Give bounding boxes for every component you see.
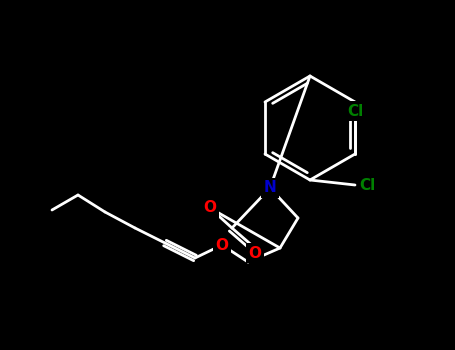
Text: O: O (216, 238, 228, 252)
Text: O: O (248, 245, 262, 260)
Text: Cl: Cl (347, 104, 363, 119)
Text: Cl: Cl (359, 177, 375, 192)
Text: N: N (263, 181, 276, 196)
Text: O: O (203, 201, 217, 216)
